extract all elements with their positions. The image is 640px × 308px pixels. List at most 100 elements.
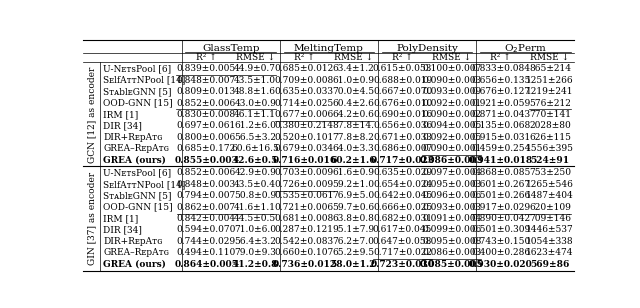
- Text: 0.681±0.008: 0.681±0.008: [275, 214, 334, 223]
- Text: 0.679±0.034: 0.679±0.034: [275, 144, 334, 153]
- Text: 0.685±0.172: 0.685±0.172: [177, 144, 236, 153]
- Text: 1054±338: 1054±338: [526, 237, 573, 246]
- Text: 0.287±0.121: 0.287±0.121: [275, 225, 334, 234]
- Text: 0.601±0.267: 0.601±0.267: [471, 180, 531, 189]
- Text: 76.9±5.0: 76.9±5.0: [332, 191, 374, 200]
- Text: 0.685±0.012: 0.685±0.012: [275, 64, 334, 73]
- Text: 0.744±0.029: 0.744±0.029: [177, 237, 236, 246]
- Text: DIR [34]: DIR [34]: [103, 121, 142, 130]
- Text: O$_2$Perm: O$_2$Perm: [504, 42, 547, 55]
- Text: R² ↑: R² ↑: [294, 53, 315, 62]
- Text: 0.085±0.005: 0.085±0.005: [420, 260, 483, 269]
- Text: OOD-GNN [15]: OOD-GNN [15]: [103, 203, 173, 212]
- Text: 0.647±0.058: 0.647±0.058: [373, 237, 432, 246]
- Text: 0.094±0.005: 0.094±0.005: [422, 121, 481, 130]
- Text: 41.6±1.1: 41.6±1.1: [234, 203, 276, 212]
- Text: 0.093±0.003: 0.093±0.003: [422, 203, 481, 212]
- Text: 71.0±6.0: 71.0±6.0: [234, 225, 276, 234]
- Text: 1556±395: 1556±395: [526, 144, 574, 153]
- Text: PolyDensity: PolyDensity: [396, 44, 458, 53]
- Text: RMSE ↓: RMSE ↓: [236, 53, 275, 62]
- Text: 59.7±0.6: 59.7±0.6: [332, 203, 374, 212]
- Text: 0.809±0.013: 0.809±0.013: [177, 87, 236, 96]
- Text: 56.4±3.2: 56.4±3.2: [234, 237, 276, 246]
- Text: R² ↑: R² ↑: [490, 53, 511, 62]
- Text: 0.794±0.007: 0.794±0.007: [177, 191, 236, 200]
- Text: 0.092±0.001: 0.092±0.001: [422, 99, 481, 107]
- Text: 0.660±0.107: 0.660±0.107: [275, 248, 334, 257]
- Text: 0.615±0.053: 0.615±0.053: [373, 64, 432, 73]
- Text: 2028±80: 2028±80: [529, 121, 571, 130]
- Text: 0.635±0.033: 0.635±0.033: [275, 87, 334, 96]
- Text: 70.0±4.5: 70.0±4.5: [332, 87, 374, 96]
- Text: 0.688±0.019: 0.688±0.019: [373, 76, 432, 85]
- Text: 770±141: 770±141: [529, 110, 571, 119]
- Text: 0.666±0.025: 0.666±0.025: [373, 203, 432, 212]
- Text: 0.501±0.266: 0.501±0.266: [471, 191, 531, 200]
- Text: 626±115: 626±115: [529, 133, 571, 142]
- Text: 56.5±3.2: 56.5±3.2: [234, 133, 276, 142]
- Text: 0.099±0.006: 0.099±0.006: [422, 225, 481, 234]
- Text: GCN [12] as encoder: GCN [12] as encoder: [87, 66, 96, 163]
- Text: 44.9±0.7: 44.9±0.7: [234, 64, 276, 73]
- Text: 0.855±0.003: 0.855±0.003: [174, 156, 238, 164]
- Text: 0.090±0.001: 0.090±0.001: [422, 144, 481, 153]
- Text: 87.8±14.: 87.8±14.: [332, 121, 374, 130]
- Text: 0.682±0.031: 0.682±0.031: [373, 214, 432, 223]
- Text: 64.0±3.3: 64.0±3.3: [333, 144, 374, 153]
- Text: GREA (ours): GREA (ours): [103, 260, 166, 269]
- Text: 0.868±0.085: 0.868±0.085: [471, 168, 531, 177]
- Text: 79.0±9.3: 79.0±9.3: [234, 248, 276, 257]
- Text: 0.697±0.061: 0.697±0.061: [177, 121, 236, 130]
- Text: 0.709±0.008: 0.709±0.008: [275, 76, 334, 85]
- Text: R² ↑: R² ↑: [196, 53, 216, 62]
- Text: 0.542±0.083: 0.542±0.083: [275, 237, 334, 246]
- Text: 0.930±0.020: 0.930±0.020: [469, 260, 532, 269]
- Text: 0.862±0.007: 0.862±0.007: [177, 203, 236, 212]
- Text: 0.915±0.031: 0.915±0.031: [471, 133, 531, 142]
- Text: SᴇlfAᴛᴛNPool [14]: SᴇlfAᴛᴛNPool [14]: [103, 180, 186, 189]
- Text: 0.864±0.005: 0.864±0.005: [174, 260, 238, 269]
- Text: 0.690±0.016: 0.690±0.016: [373, 110, 432, 119]
- Text: 0.833±0.084: 0.833±0.084: [471, 64, 531, 73]
- Text: 0.494±0.110: 0.494±0.110: [177, 248, 236, 257]
- Text: 0.736±0.012: 0.736±0.012: [272, 260, 337, 269]
- Text: 42.6±0.5: 42.6±0.5: [232, 156, 278, 164]
- Text: 0.086±0.003: 0.086±0.003: [420, 156, 484, 164]
- Text: 0.400±0.286: 0.400±0.286: [471, 248, 531, 257]
- Text: 0.091±0.004: 0.091±0.004: [422, 214, 481, 223]
- Text: 43.5±1.0: 43.5±1.0: [234, 76, 276, 85]
- Text: 76.2±7.0: 76.2±7.0: [333, 237, 374, 246]
- Text: 61.0±0.9: 61.0±0.9: [332, 76, 374, 85]
- Text: DIR+RᴇpAᴛɢ: DIR+RᴇpAᴛɢ: [103, 133, 163, 142]
- Text: 0.800±0.006: 0.800±0.006: [177, 133, 236, 142]
- Text: SᴛᴀblᴇGNN [5]: SᴛᴀblᴇGNN [5]: [103, 191, 172, 200]
- Text: 0.520±0.101: 0.520±0.101: [275, 133, 334, 142]
- Text: 0.092±0.005: 0.092±0.005: [422, 133, 481, 142]
- Text: 1251±266: 1251±266: [526, 76, 573, 85]
- Text: 0.135±0.068: 0.135±0.068: [471, 121, 531, 130]
- Text: 753±250: 753±250: [529, 168, 571, 177]
- Text: GREA (ours): GREA (ours): [103, 156, 166, 164]
- Text: 620±109: 620±109: [529, 203, 571, 212]
- Text: 0.095±0.003: 0.095±0.003: [422, 180, 481, 189]
- Text: 43.5±0.4: 43.5±0.4: [234, 180, 276, 189]
- Text: 0.726±0.009: 0.726±0.009: [275, 180, 334, 189]
- Text: 0.677±0.006: 0.677±0.006: [275, 110, 334, 119]
- Text: 0.095±0.008: 0.095±0.008: [422, 237, 481, 246]
- Text: 44.5±0.5: 44.5±0.5: [234, 214, 276, 223]
- Text: 1265±546: 1265±546: [526, 180, 574, 189]
- Text: 41.2±0.8: 41.2±0.8: [232, 260, 278, 269]
- Text: 0.871±0.043: 0.871±0.043: [471, 110, 531, 119]
- Text: 0.671±0.033: 0.671±0.033: [373, 133, 432, 142]
- Text: 61.2±6.0: 61.2±6.0: [234, 121, 276, 130]
- Text: 0.941±0.018: 0.941±0.018: [468, 156, 533, 164]
- Text: 0.501±0.309: 0.501±0.309: [471, 225, 531, 234]
- Text: 0.714±0.025: 0.714±0.025: [275, 99, 334, 107]
- Text: 0.921±0.059: 0.921±0.059: [471, 99, 531, 107]
- Text: 0.594±0.070: 0.594±0.070: [177, 225, 236, 234]
- Text: RMSE ↓: RMSE ↓: [531, 53, 570, 62]
- Text: 0.830±0.008: 0.830±0.008: [177, 110, 236, 119]
- Text: 0.380±0.214: 0.380±0.214: [275, 121, 334, 130]
- Text: 0.852±0.006: 0.852±0.006: [177, 168, 236, 177]
